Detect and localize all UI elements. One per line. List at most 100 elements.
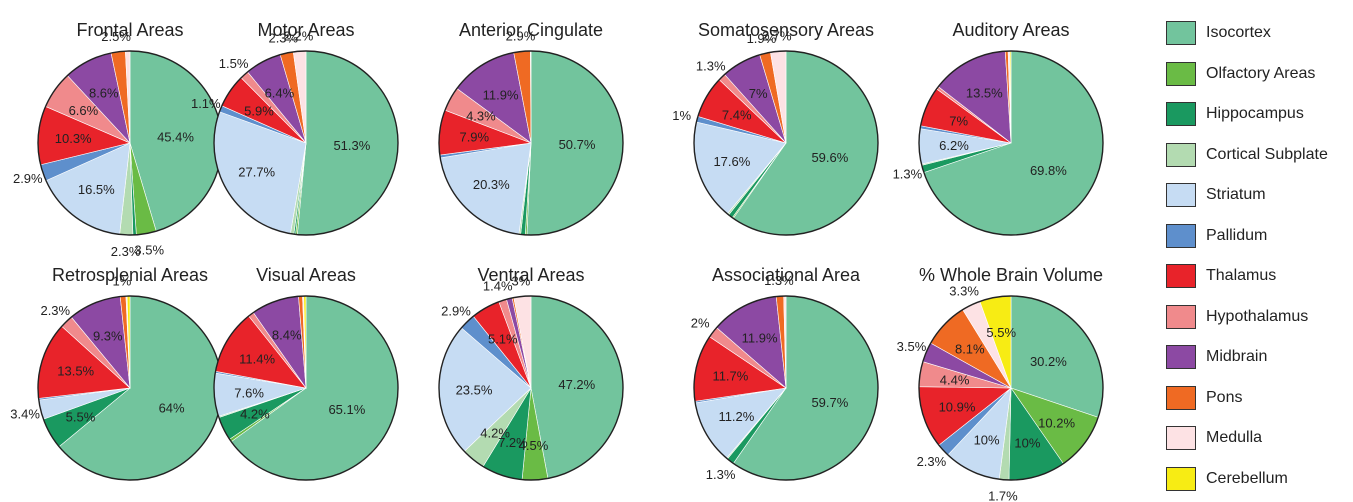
legend-swatch (1166, 385, 1196, 410)
data-label: 1.3% (893, 167, 923, 182)
data-label: 6.2% (939, 138, 969, 153)
pie-outline (693, 50, 879, 236)
data-label: 2.3% (917, 454, 947, 469)
data-label: 3.3% (949, 284, 979, 299)
data-label: 47.2% (558, 377, 595, 392)
data-label: 11.2% (718, 409, 754, 424)
data-label: 7.4% (722, 107, 752, 122)
pie-chart: Visual Areas 65.1% 4.2% 7.6% 11.4% 8.4% (213, 265, 399, 481)
legend-label: Cortical Subplate (1206, 145, 1328, 163)
data-label: 17.6% (713, 154, 750, 169)
chart-title: Ventral Areas (477, 265, 584, 285)
data-label: 4.4% (940, 372, 970, 387)
data-label: 3.5% (134, 242, 164, 257)
data-label: 3% (512, 274, 531, 289)
legend-swatch (1166, 183, 1196, 207)
legend-item: Pons (1166, 385, 1242, 411)
legend-label: Midbrain (1206, 348, 1268, 365)
legend-item: Medulla (1166, 425, 1262, 451)
pie-chart: Anterior Cingulate 50.7% 20.3% 7.9% 4.3% 11.9… (438, 20, 624, 236)
pie-charts-panel: Frontal Areas45.4%3.5%2.3%16.5%2.9%10.3%… (10, 20, 1104, 502)
data-label: 1.3% (706, 467, 736, 482)
data-label: 23.5% (456, 382, 493, 397)
pie-chart: Frontal Areas 45.4% 3.5%2.3% 16.5% 2.9% 10.3%… (13, 20, 223, 259)
data-label: 2.9% (441, 303, 471, 318)
data-label: 20.3% (473, 177, 510, 192)
data-label: 10.3% (55, 131, 92, 146)
legend-item: Cortical Subplate (1166, 142, 1328, 168)
data-label: 5.1% (488, 331, 518, 346)
chart-title: Auditory Areas (952, 20, 1069, 40)
legend-swatch (1166, 304, 1196, 329)
data-label: 30.2% (1030, 354, 1067, 369)
pie-chart: Auditory Areas 69.8% 1.3% 6.2% 7% 13.5% (893, 20, 1104, 236)
data-label: 65.1% (328, 402, 365, 417)
chart-title: Anterior Cingulate (459, 20, 603, 40)
chart-title: Associational Area (712, 265, 861, 285)
legend-label: Cerebellum (1206, 469, 1288, 487)
legend-item: Striatum (1166, 182, 1266, 208)
data-label: 27.7% (238, 165, 275, 180)
legend-swatch (1166, 264, 1196, 288)
data-label: 59.7% (811, 395, 848, 410)
legend-swatch (1166, 223, 1196, 248)
data-label: 10% (974, 433, 1000, 448)
data-label: 16.5% (78, 182, 115, 197)
legend-swatch (1166, 21, 1196, 45)
legend-label: Hypothalamus (1206, 307, 1309, 325)
legend-label: Thalamus (1206, 267, 1277, 284)
data-label: 11.9% (483, 88, 519, 103)
data-label: 9.3% (93, 328, 123, 343)
pie-outline (918, 50, 1104, 236)
data-label: 8.4% (272, 327, 302, 342)
data-label: 6.4% (265, 86, 295, 101)
legend-item: Olfactory Areas (1166, 61, 1315, 87)
pie-outline (438, 295, 624, 481)
data-label: 11.9% (742, 330, 778, 345)
pie-chart: Retrosplenial Areas 64% 5.5% 3.4% 13.5% 2.3% 9… (10, 265, 223, 481)
legend-label: Pallidum (1206, 226, 1268, 244)
pie-outline (918, 295, 1104, 481)
legend-item: Cerebellum (1166, 466, 1288, 492)
data-label: 4.3% (466, 109, 496, 124)
legend-label: Hippocampus (1206, 105, 1304, 122)
legend-label: Olfactory Areas (1206, 64, 1316, 82)
legend-label: Isocortex (1206, 24, 1271, 41)
data-label: 7.9% (459, 129, 489, 144)
pie-outline (693, 295, 879, 481)
data-label: 2.5% (101, 29, 131, 44)
pie-chart: Motor Areas 51.3% 27.7% 1.1% 5.9% 1.5% 6.4% 2.3… (191, 20, 399, 236)
chart-title: % Whole Brain Volume (919, 265, 1103, 285)
data-label: 45.4% (157, 129, 194, 144)
pie-chart: Associational Area 59.7% 1.3% 11.2% 11.7% 2% 1… (691, 265, 879, 482)
legend-swatch (1166, 345, 1196, 369)
legend-swatch (1166, 61, 1196, 86)
legend-swatch (1166, 102, 1196, 126)
legend-swatch (1166, 426, 1196, 450)
pie-chart: Ventral Areas 47.2% 4.5%7.2%4.2% 23.5% 2.9% 5… (438, 265, 624, 481)
data-label: 2.9% (13, 171, 43, 186)
data-label: 59.6% (811, 150, 848, 165)
chart-title: Motor Areas (257, 20, 354, 40)
data-label: 6.6% (69, 103, 99, 118)
pie-outline (213, 50, 399, 236)
data-label: 5.9% (244, 104, 274, 119)
legend-label: Striatum (1206, 186, 1266, 203)
legend-label: Medulla (1206, 429, 1263, 446)
legend-swatch (1166, 466, 1196, 491)
data-label: 1.3% (696, 59, 726, 74)
data-label: 8.1% (955, 342, 985, 357)
data-label: 11.4% (239, 352, 275, 367)
data-label: 51.3% (333, 138, 370, 153)
data-label: 7% (949, 113, 968, 128)
legend-label: Pons (1206, 388, 1243, 406)
data-label: 5.5% (986, 325, 1016, 340)
data-label: 1% (113, 273, 132, 288)
pie-outline (213, 295, 399, 481)
data-label: 64% (159, 401, 185, 416)
pie-chart: Somatosensory Areas 59.6% 17.6% 1% 7.4% 1.3% 7… (672, 20, 879, 236)
legend-item: Midbrain (1166, 344, 1267, 370)
data-label: 10% (1014, 436, 1040, 451)
data-label: 4.2% (240, 406, 270, 421)
chart-title: Retrosplenial Areas (52, 265, 208, 285)
